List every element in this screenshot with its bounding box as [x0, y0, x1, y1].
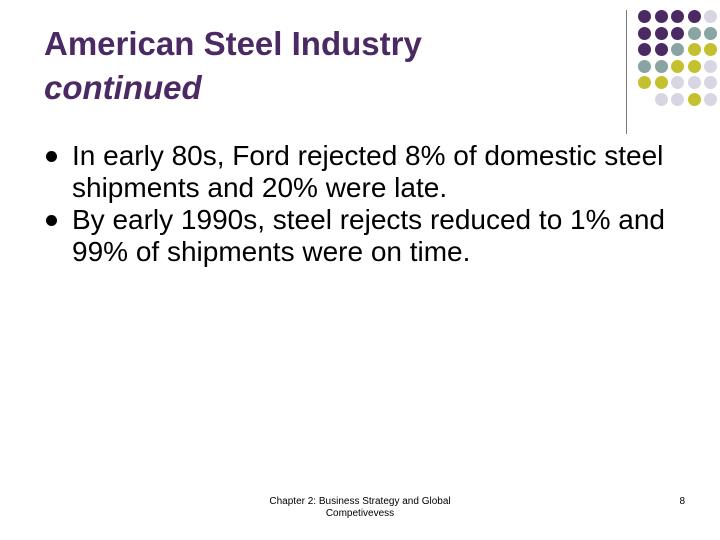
title-line-2: continued [44, 69, 202, 106]
decor-dot-icon [654, 59, 668, 73]
decor-dot-icon [704, 59, 717, 73]
decor-dot-icon [654, 26, 668, 40]
decor-dot-icon [687, 76, 701, 89]
decor-dot-icon [638, 76, 651, 89]
decor-dot-icon [704, 76, 717, 89]
decor-dot-icon [638, 59, 651, 73]
bullet-item: In early 80s, Ford rejected 8% of domest… [44, 140, 694, 204]
decor-dot-icon [654, 76, 668, 89]
bullet-icon [46, 151, 57, 162]
decor-dot-icon [671, 43, 684, 56]
decor-dot-icon [704, 43, 717, 56]
decor-dot-icon [654, 43, 668, 56]
bullet-icon [46, 215, 57, 226]
decor-dot-icon [687, 10, 701, 23]
title-line-1: American Steel Industry [44, 25, 422, 62]
slide-title: American Steel Industry continued [44, 22, 604, 110]
decorative-dot-grid [638, 10, 720, 120]
decor-dot-icon [671, 76, 684, 89]
decor-dot-icon [704, 10, 717, 23]
decor-dot-icon [704, 92, 717, 106]
decor-dot-icon [687, 26, 701, 40]
decor-dot-icon [638, 43, 651, 56]
decor-dot-icon [671, 59, 684, 73]
decor-dot-icon [638, 10, 651, 23]
decor-dot-icon [704, 26, 717, 40]
decor-dot-icon [638, 26, 651, 40]
decor-dot-icon [687, 43, 701, 56]
decor-dot-icon [687, 92, 701, 106]
bullet-item: By early 1990s, steel rejects reduced to… [44, 204, 694, 268]
decor-dot-icon [687, 59, 701, 73]
decor-dot-icon [671, 10, 684, 23]
footer-chapter-text: Chapter 2: Business Strategy and Global … [269, 496, 451, 519]
vertical-divider [626, 10, 627, 134]
bullet-list: In early 80s, Ford rejected 8% of domest… [44, 140, 694, 268]
decor-dot-icon [654, 10, 668, 23]
decor-dot-icon [671, 26, 684, 40]
decor-dot-icon [654, 92, 668, 106]
bullet-text: In early 80s, Ford rejected 8% of domest… [72, 140, 664, 203]
bullet-text: By early 1990s, steel rejects reduced to… [72, 204, 666, 267]
page-number: 8 [679, 496, 685, 507]
decor-dot-icon [671, 92, 684, 106]
